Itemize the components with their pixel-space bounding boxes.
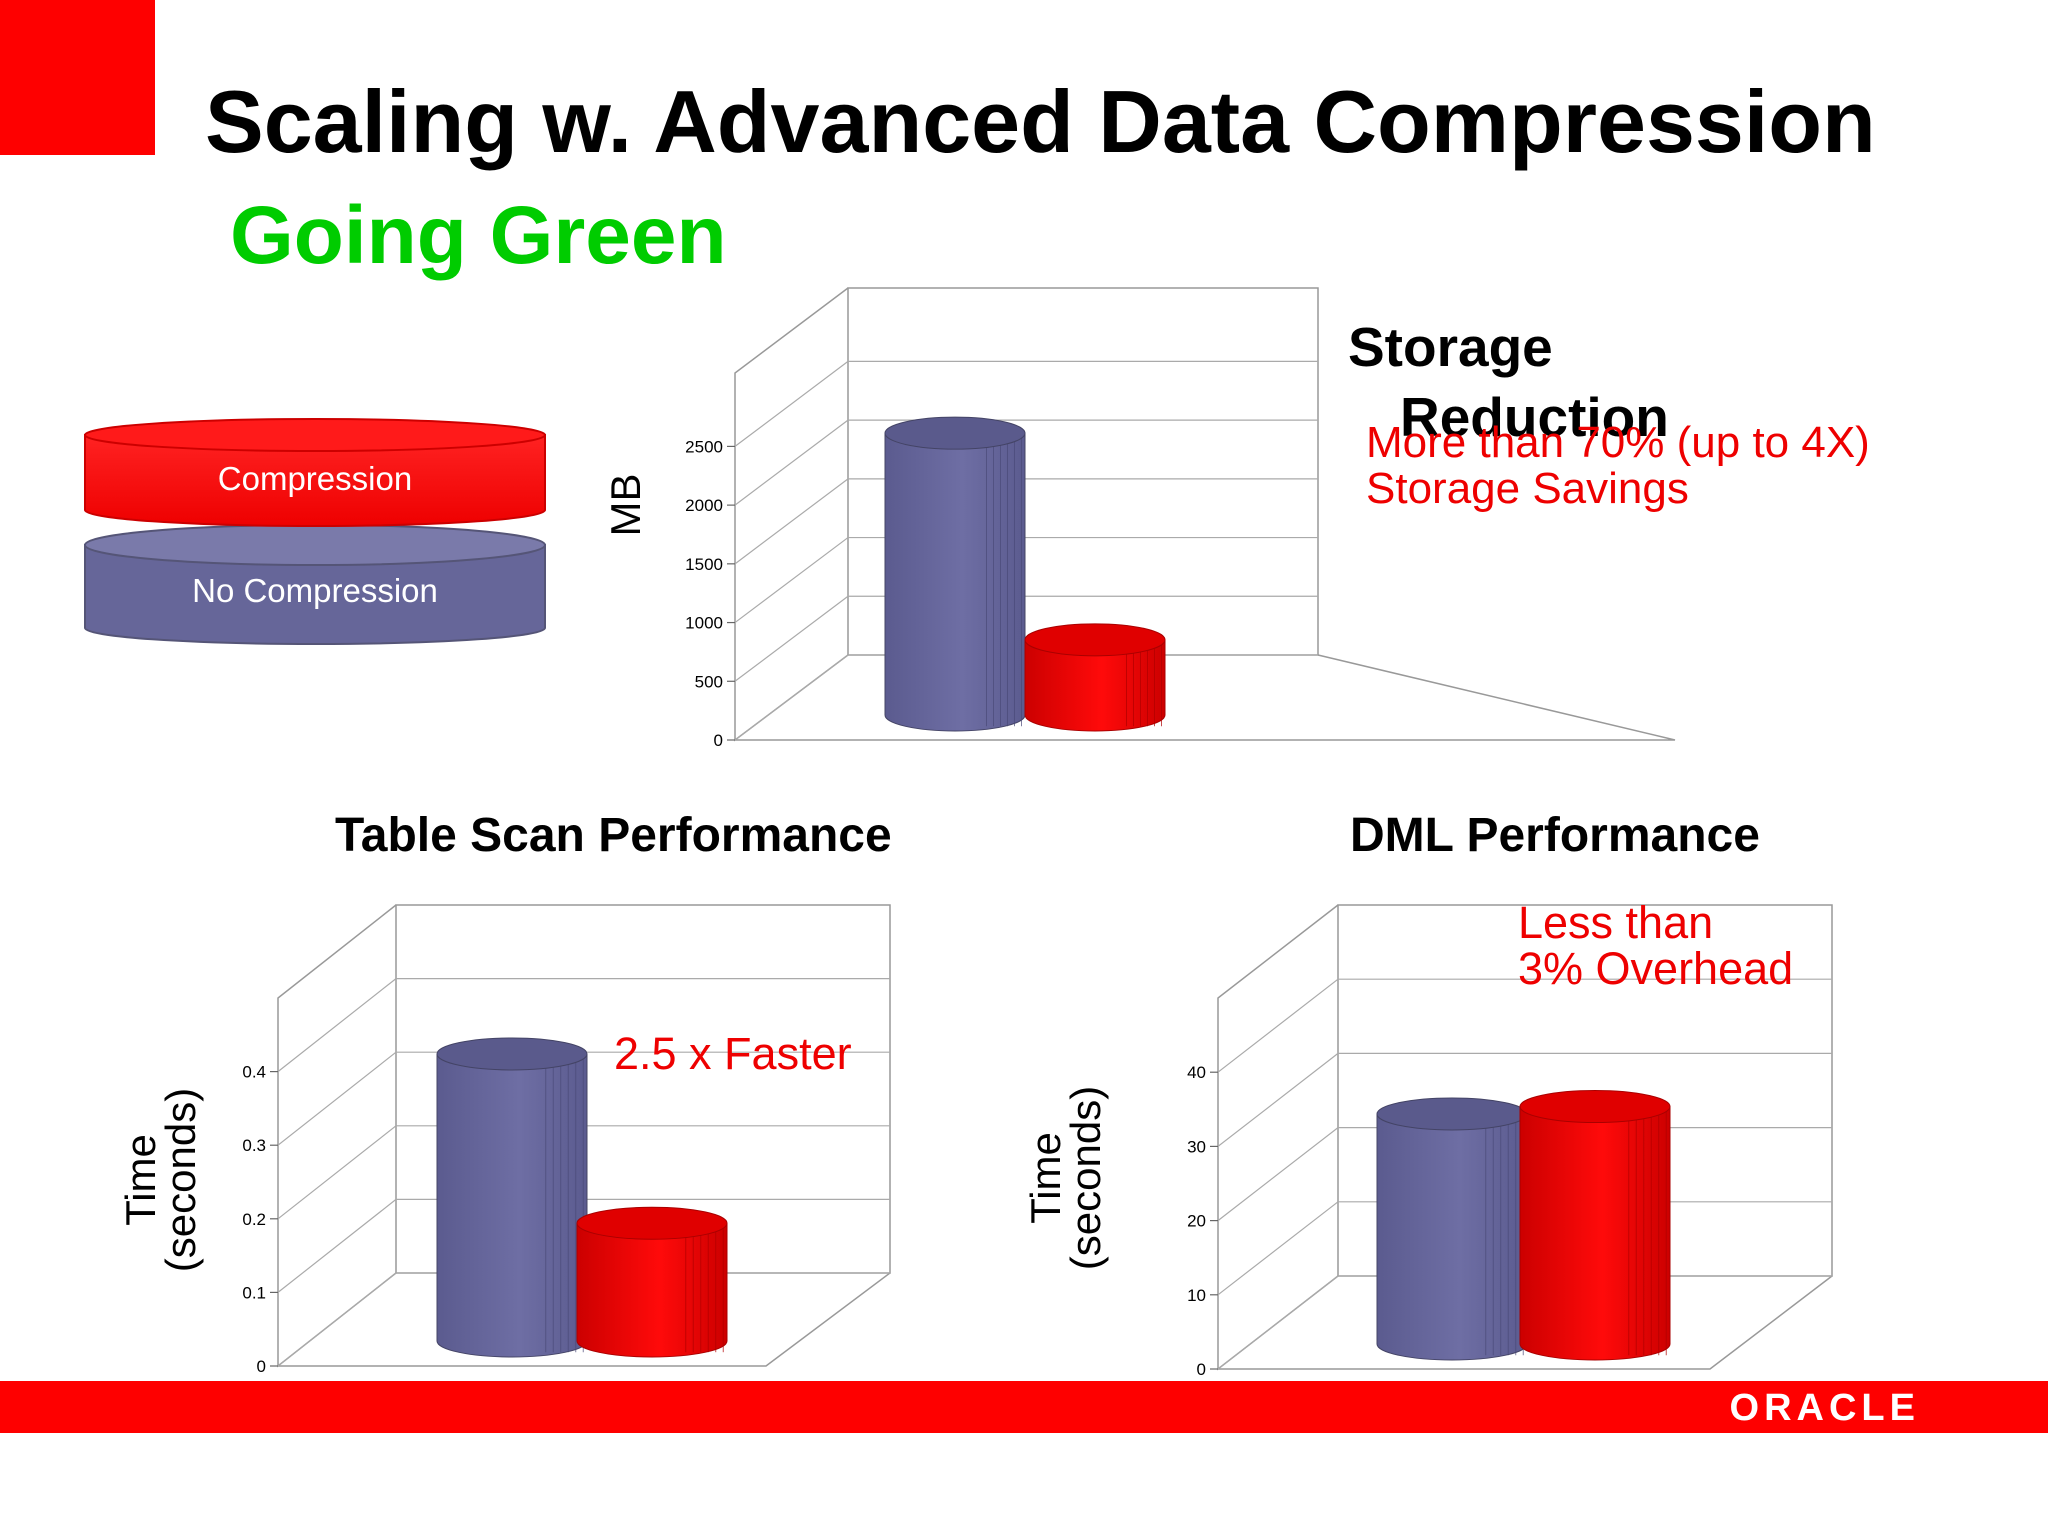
dml-floor bbox=[1218, 1275, 1833, 1370]
dml-tick-label: 0 bbox=[1197, 1360, 1206, 1379]
table_scan-bar-compression bbox=[576, 1206, 728, 1358]
storage-y-axis-label: MB bbox=[602, 474, 649, 537]
dml-title: DML Performance bbox=[1350, 809, 1760, 862]
dml-note-line2: 3% Overhead bbox=[1518, 943, 1794, 994]
storage-floor bbox=[735, 654, 1676, 741]
table-scan-note: 2.5 x Faster bbox=[614, 1028, 852, 1079]
dml-bar-compression bbox=[1519, 1090, 1671, 1361]
table_scan-gridline-side bbox=[277, 978, 397, 1073]
dml-note-line1: Less than bbox=[1518, 897, 1714, 948]
dml-tick-label: 10 bbox=[1187, 1286, 1206, 1305]
slide-subtitle: Going Green bbox=[230, 190, 727, 281]
storage-heading: Storage Reduction bbox=[1348, 312, 1669, 452]
storage-gridline-side bbox=[734, 360, 849, 447]
dml-gridline-side bbox=[1217, 1275, 1339, 1370]
table_scan-chart: 0 0.1 0.2 0.3 0.4 Time(seconds) bbox=[117, 904, 891, 1376]
storage-tick-label: 2000 bbox=[685, 496, 723, 515]
storage-gridline-side bbox=[734, 478, 849, 565]
table_scan-bar-no-compression bbox=[436, 1037, 588, 1358]
dml-bar-no-compression bbox=[1376, 1097, 1528, 1361]
legend-no-compression-disc bbox=[84, 524, 546, 645]
dml-overhead-note: Less than 3% Overhead bbox=[1518, 900, 1793, 992]
storage-tick-label: 1000 bbox=[685, 614, 723, 633]
storage-tick-label: 2500 bbox=[685, 437, 723, 456]
storage-heading-line1: Storage bbox=[1348, 316, 1553, 378]
storage-side-wall bbox=[734, 287, 849, 742]
storage-heading-line2: Reduction bbox=[1400, 386, 1669, 448]
dml-y-axis-label: Time(seconds) bbox=[1022, 1086, 1109, 1270]
footer-bar bbox=[0, 1381, 2048, 1433]
table_scan-tick-label: 0.2 bbox=[242, 1210, 266, 1229]
table_scan-tick-label: 0 bbox=[257, 1357, 266, 1376]
table_scan-gridline-side bbox=[277, 1272, 397, 1367]
dml-tick-label: 40 bbox=[1187, 1063, 1206, 1082]
storage-chart: 0 500 1000 1500 2000 2500 MB bbox=[602, 287, 1676, 750]
table_scan-tick-label: 0.4 bbox=[242, 1063, 266, 1082]
legend-compression-disc bbox=[84, 418, 546, 527]
storage-gridline-side bbox=[734, 537, 849, 624]
dml-tick-label: 20 bbox=[1187, 1212, 1206, 1231]
dml-gridline-side bbox=[1217, 1201, 1339, 1296]
storage-gridline-side bbox=[734, 419, 849, 506]
table_scan-side-wall bbox=[277, 904, 397, 1368]
dml-gridline-side bbox=[1217, 1052, 1339, 1147]
storage-bar-compression bbox=[1024, 623, 1166, 732]
storage-gridline-side bbox=[734, 595, 849, 682]
legend-label-no-compression: No Compression bbox=[192, 572, 438, 609]
storage-tick-label: 1500 bbox=[685, 555, 723, 574]
storage-gridline-side bbox=[734, 654, 849, 741]
table_scan-tick-label: 0.1 bbox=[242, 1283, 266, 1302]
dml-gridline-side bbox=[1217, 978, 1339, 1073]
table_scan-gridline-side bbox=[277, 1051, 397, 1146]
storage-tick-label: 0 bbox=[714, 731, 723, 750]
table_scan-y-axis-label: Time(seconds) bbox=[117, 1088, 204, 1272]
table_scan-gridline-side bbox=[277, 1198, 397, 1293]
slide-title: Scaling w. Advanced Data Compression bbox=[205, 72, 1876, 171]
legend-label-compression: Compression bbox=[217, 460, 413, 497]
table-scan-title: Table Scan Performance bbox=[335, 809, 892, 862]
storage-note-line1: More than 70% (up to 4X) bbox=[1366, 418, 1870, 467]
table_scan-floor bbox=[278, 1272, 891, 1367]
corner-accent-square bbox=[0, 0, 155, 155]
storage-note-line2: Storage Savings bbox=[1366, 464, 1689, 513]
storage-tick-label: 500 bbox=[695, 672, 723, 691]
table_scan-gridline-side bbox=[277, 1125, 397, 1220]
oracle-logo: ORACLE bbox=[1729, 1387, 1920, 1429]
dml-chart: 0 10 20 30 40 Time(seconds) bbox=[1022, 904, 1833, 1379]
dml-tick-label: 30 bbox=[1187, 1137, 1206, 1156]
storage-savings-note: More than 70% (up to 4X) Storage Savings bbox=[1366, 420, 1870, 512]
dml-side-wall bbox=[1217, 904, 1339, 1371]
table_scan-tick-label: 0.3 bbox=[242, 1136, 266, 1155]
dml-gridline-side bbox=[1217, 1127, 1339, 1222]
storage-bar-no-compression bbox=[884, 416, 1026, 732]
